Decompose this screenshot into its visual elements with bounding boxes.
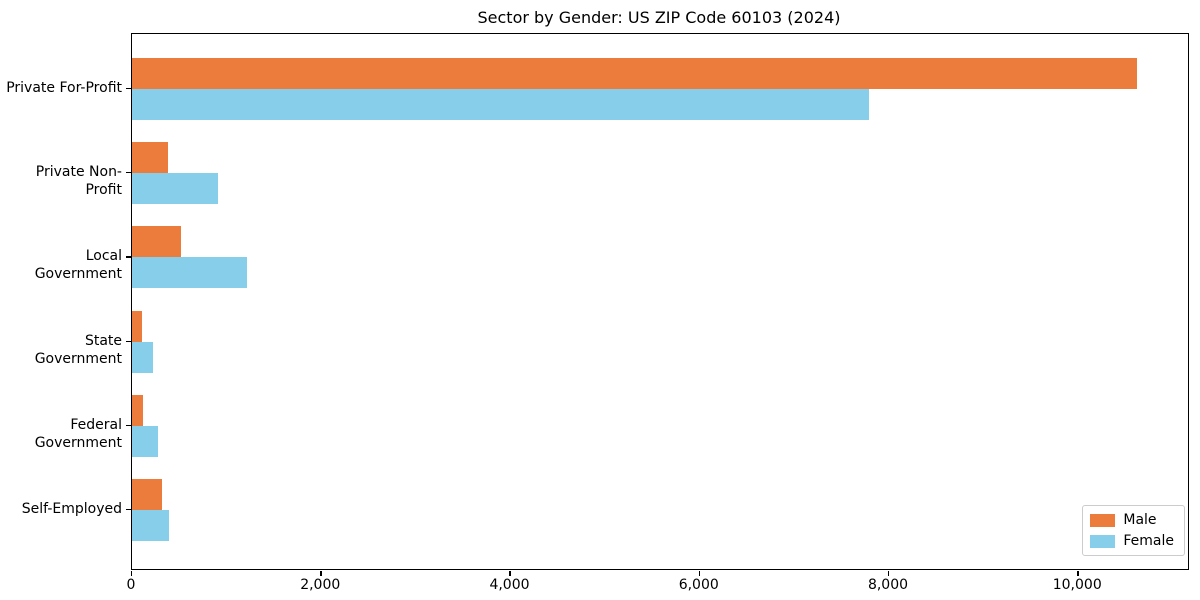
x-tick-mark: [887, 571, 890, 576]
y-tick-mark: [126, 424, 131, 427]
bar-female-local-government: [132, 257, 248, 289]
x-tick-mark: [320, 571, 322, 576]
y-tick-label: Private For-Profit: [6, 80, 122, 96]
y-tick-label: Federal Government: [34, 416, 122, 451]
y-tick-mark: [126, 509, 131, 511]
bar-female-federal-government: [132, 425, 158, 457]
y-tick-mark: [126, 172, 131, 174]
x-tick-label: 2,000: [300, 577, 341, 593]
legend-swatch-male: [1090, 513, 1116, 527]
bar-female-state-government: [132, 341, 153, 373]
legend-swatch-female: [1090, 534, 1116, 548]
x-tick-label: 10,000: [1052, 577, 1102, 593]
bar-female-private-non-profit: [132, 173, 218, 205]
bar-male-state-government: [132, 310, 143, 342]
bar-female-self-employed: [132, 510, 169, 541]
x-tick-label: 0: [126, 577, 136, 593]
x-tick-label: 4,000: [489, 577, 530, 593]
legend-label-male: Male: [1123, 512, 1157, 528]
x-tick-mark: [698, 571, 701, 576]
bar-male-self-employed: [132, 479, 162, 510]
y-tick-mark: [126, 340, 131, 342]
legend-item-male: Male: [1090, 512, 1174, 528]
y-tick-label: Self-Employed: [21, 501, 122, 517]
y-tick-label: State Government: [34, 332, 122, 367]
plot-area: Male Female: [131, 33, 1189, 570]
x-tick-mark: [131, 571, 133, 576]
x-tick-mark: [1077, 571, 1079, 576]
bar-male-local-government: [132, 226, 182, 258]
legend-item-female: Female: [1090, 533, 1174, 549]
legend: Male Female: [1082, 505, 1185, 556]
bar-male-private-non-profit: [132, 142, 168, 174]
bar-male-private-for-profit: [132, 58, 1137, 89]
y-tick-label: Local Government: [34, 248, 122, 283]
bar-male-federal-government: [132, 394, 144, 426]
y-tick-label: Private Non-Profit: [35, 164, 122, 199]
x-tick-label: 6,000: [678, 577, 719, 593]
y-tick-mark: [126, 256, 131, 258]
x-tick-label: 8,000: [867, 577, 909, 593]
bar-female-private-for-profit: [132, 89, 870, 120]
legend-label-female: Female: [1123, 533, 1174, 549]
y-tick-mark: [126, 88, 131, 90]
x-tick-mark: [509, 571, 511, 576]
chart-title: Sector by Gender: US ZIP Code 60103 (202…: [477, 8, 841, 27]
